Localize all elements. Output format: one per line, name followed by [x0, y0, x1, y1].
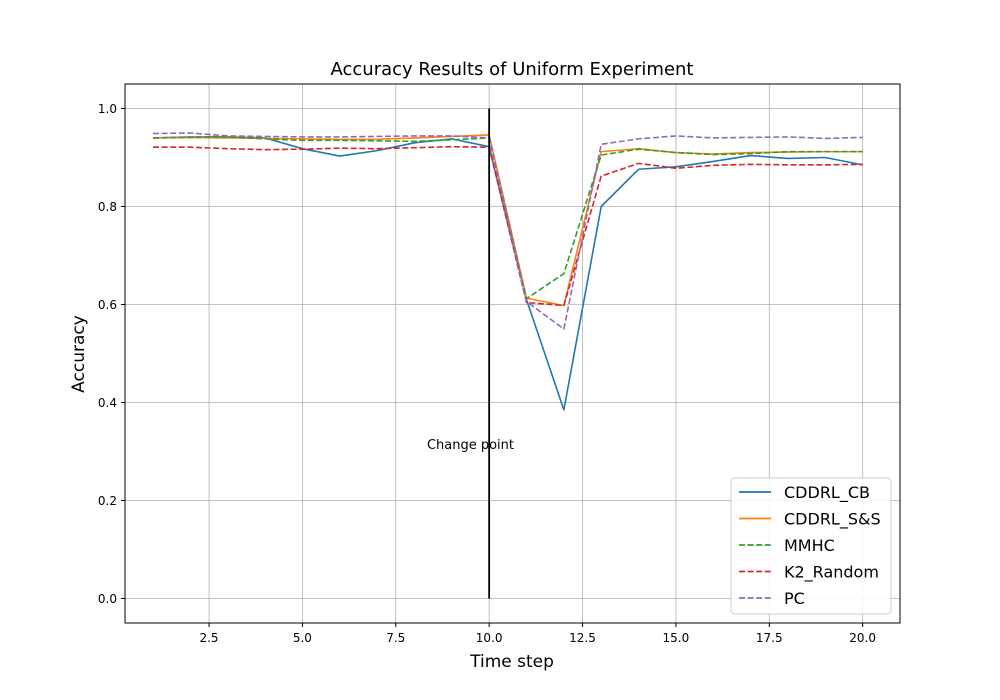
change-point-annotation: Change point: [427, 438, 514, 453]
series-line-k2-random: [153, 145, 863, 307]
legend-label: PC: [784, 589, 805, 608]
x-tick-label: 15.0: [663, 631, 690, 645]
grid-lines: [125, 84, 900, 623]
y-tick-label: 1.0: [98, 102, 117, 116]
y-tick-label: 0.8: [98, 200, 117, 214]
y-tick-label: 0.6: [98, 298, 117, 312]
legend: CDDRL_CB CDDRL_S&S MMHC K2_Random PC: [730, 477, 892, 615]
y-tick-label: 0.2: [98, 494, 117, 508]
y-axis-label: Accuracy: [69, 315, 89, 393]
legend-label: K2_Random: [784, 563, 879, 583]
plot-frame: [124, 83, 901, 624]
legend-label: MMHC: [784, 536, 835, 555]
chart-title: Accuracy Results of Uniform Experiment: [331, 59, 694, 80]
series-line-cddrl-cb: [152, 136, 863, 411]
x-tick-label: 10.0: [476, 631, 503, 645]
x-tick-label: 2.5: [199, 631, 218, 645]
legend-label: CDDRL_S&S: [784, 510, 881, 530]
series-line-pc: [152, 132, 863, 330]
x-axis-label: Time step: [469, 652, 554, 672]
x-tick-label: 5.0: [293, 631, 312, 645]
x-axis-ticks: 2.5 5.0 7.5 10.0 12.5 15.0 17.5 20.0: [199, 623, 876, 645]
y-tick-label: 0.4: [98, 396, 117, 410]
y-axis-ticks: 0.0 0.2 0.4 0.6 0.8 1.0: [98, 102, 125, 606]
legend-box: [730, 477, 892, 615]
y-tick-label: 0.0: [98, 592, 117, 606]
series-lines: [152, 132, 863, 411]
x-tick-label: 7.5: [386, 631, 405, 645]
x-tick-label: 12.5: [569, 631, 596, 645]
x-tick-label: 20.0: [849, 631, 876, 645]
legend-label: CDDRL_CB: [784, 483, 870, 503]
x-tick-label: 17.5: [756, 631, 783, 645]
axes-frame: [124, 83, 901, 624]
